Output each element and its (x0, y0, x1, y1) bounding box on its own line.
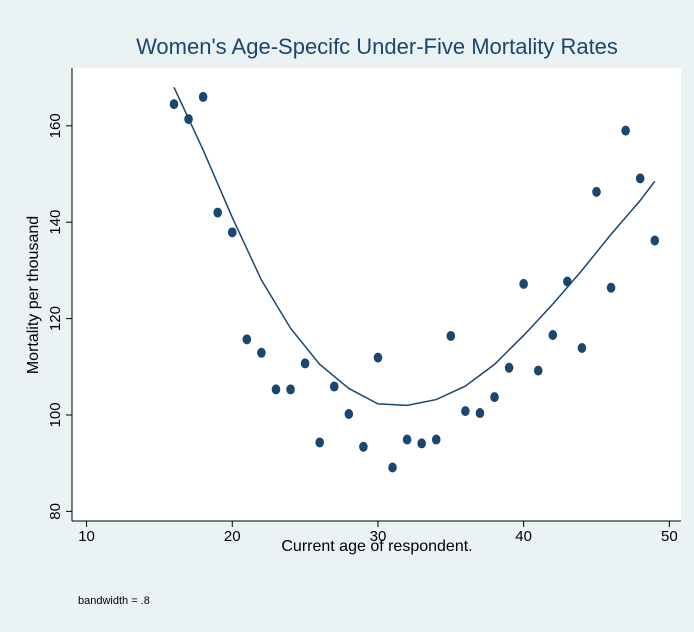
point (504, 362, 514, 373)
chart-title: Women's Age-Specifc Under-Five Mortality… (136, 34, 618, 59)
point (592, 186, 601, 197)
y-tick-label: 100 (47, 402, 64, 427)
note: bandwidth = .8 (78, 595, 150, 607)
x-tick-label: 10 (78, 528, 95, 545)
point (198, 91, 208, 102)
x-axis-label: Current age of respondent. (281, 538, 472, 555)
point (315, 437, 324, 448)
point (461, 406, 470, 417)
point (213, 207, 222, 218)
point (606, 282, 616, 293)
point (169, 99, 179, 110)
x-tick-label: 40 (515, 528, 532, 545)
point (563, 276, 572, 287)
point (286, 384, 295, 395)
point (533, 365, 543, 376)
point (388, 462, 397, 473)
point (621, 125, 630, 136)
y-tick-label: 120 (47, 306, 64, 331)
point (402, 434, 412, 445)
point (519, 278, 528, 289)
y-tick-label: 140 (47, 210, 64, 235)
point (242, 334, 252, 345)
point (635, 173, 645, 184)
point (446, 330, 456, 341)
point (431, 434, 441, 445)
point (475, 408, 485, 419)
point (577, 342, 587, 353)
point (271, 384, 281, 395)
point (548, 329, 558, 340)
point (257, 347, 266, 358)
point (227, 227, 237, 238)
plot-area (72, 68, 681, 521)
y-tick-label: 160 (47, 113, 64, 138)
x-tick-label: 30 (370, 528, 387, 545)
point (417, 438, 426, 449)
point (373, 352, 383, 363)
x-tick-label: 50 (661, 528, 678, 545)
point (344, 409, 354, 420)
point (300, 358, 310, 369)
y-axis-label: Mortality per thousand (25, 216, 42, 374)
fit-line (173, 86, 656, 407)
x-tick-label: 20 (224, 528, 241, 545)
point (359, 441, 368, 452)
point (490, 392, 499, 403)
y-tick-label: 80 (47, 503, 64, 520)
point (650, 235, 660, 246)
point (329, 381, 339, 392)
